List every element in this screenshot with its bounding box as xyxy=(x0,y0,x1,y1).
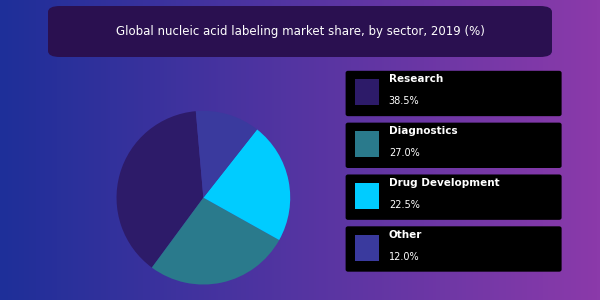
Text: 27.0%: 27.0% xyxy=(389,148,419,158)
FancyBboxPatch shape xyxy=(355,80,379,105)
FancyBboxPatch shape xyxy=(346,123,562,168)
FancyBboxPatch shape xyxy=(355,235,379,261)
Text: Drug Development: Drug Development xyxy=(389,178,499,188)
FancyBboxPatch shape xyxy=(355,183,379,209)
Text: Research: Research xyxy=(389,74,443,84)
FancyBboxPatch shape xyxy=(346,226,562,272)
Text: 38.5%: 38.5% xyxy=(389,96,419,106)
Text: Global nucleic acid labeling market share, by sector, 2019 (%): Global nucleic acid labeling market shar… xyxy=(116,25,484,38)
Wedge shape xyxy=(203,129,290,240)
Text: 12.0%: 12.0% xyxy=(389,252,419,262)
Wedge shape xyxy=(152,198,279,284)
FancyBboxPatch shape xyxy=(355,131,379,157)
Text: Diagnostics: Diagnostics xyxy=(389,126,457,136)
FancyBboxPatch shape xyxy=(346,175,562,220)
Wedge shape xyxy=(196,111,257,198)
Text: Other: Other xyxy=(389,230,422,240)
Wedge shape xyxy=(116,111,203,268)
Text: 22.5%: 22.5% xyxy=(389,200,419,210)
FancyBboxPatch shape xyxy=(346,71,562,116)
